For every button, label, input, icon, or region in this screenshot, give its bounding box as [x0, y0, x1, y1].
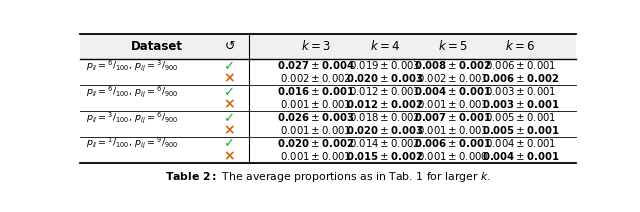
- Text: $\checkmark$: $\checkmark$: [223, 85, 234, 98]
- Text: $\boldsymbol{\times}$: $\boldsymbol{\times}$: [223, 71, 235, 85]
- Text: $p_{ii} = ^{3}/_{100},\, p_{ij} = ^{6}/_{900}$: $p_{ii} = ^{3}/_{100},\, p_{ij} = ^{6}/_…: [86, 110, 179, 125]
- Text: $\mathbf{0.015}\pm\mathbf{0.002}$: $\mathbf{0.015}\pm\mathbf{0.002}$: [346, 150, 424, 162]
- Text: $0.001\pm0.000$: $0.001\pm0.000$: [417, 150, 489, 162]
- FancyBboxPatch shape: [80, 34, 576, 59]
- Text: $\mathbf{0.007}\pm\mathbf{0.001}$: $\mathbf{0.007}\pm\mathbf{0.001}$: [414, 111, 492, 123]
- Text: $\circlearrowleft$: $\circlearrowleft$: [222, 40, 236, 53]
- Text: $\mathbf{0.020}\pm\mathbf{0.002}$: $\mathbf{0.020}\pm\mathbf{0.002}$: [277, 137, 355, 149]
- Text: $\checkmark$: $\checkmark$: [223, 111, 234, 124]
- Text: $0.001\pm0.001$: $0.001\pm0.001$: [417, 98, 489, 110]
- Text: $\mathbf{0.026}\pm\mathbf{0.003}$: $\mathbf{0.026}\pm\mathbf{0.003}$: [276, 111, 355, 123]
- Text: $\mathbf{0.004}\pm\mathbf{0.001}$: $\mathbf{0.004}\pm\mathbf{0.001}$: [481, 150, 559, 162]
- Text: $0.012\pm0.001$: $0.012\pm0.001$: [349, 85, 420, 97]
- Text: $k = 6$: $k = 6$: [506, 39, 536, 53]
- Text: $0.014\pm0.002$: $0.014\pm0.002$: [349, 137, 420, 149]
- Text: $\mathbf{0.005}\pm\mathbf{0.001}$: $\mathbf{0.005}\pm\mathbf{0.001}$: [481, 124, 559, 136]
- Text: $0.005\pm0.001$: $0.005\pm0.001$: [484, 111, 556, 123]
- Text: $0.003\pm0.001$: $0.003\pm0.001$: [484, 85, 556, 97]
- Text: $\mathbf{0.020}\pm\mathbf{0.003}$: $\mathbf{0.020}\pm\mathbf{0.003}$: [346, 124, 424, 136]
- Text: $\mathbf{0.020}\pm\mathbf{0.003}$: $\mathbf{0.020}\pm\mathbf{0.003}$: [346, 72, 424, 84]
- Text: $0.004\pm0.001$: $0.004\pm0.001$: [484, 137, 556, 149]
- Text: Dataset: Dataset: [131, 40, 183, 53]
- Text: $\boldsymbol{\times}$: $\boldsymbol{\times}$: [223, 149, 235, 163]
- Text: $\mathbf{0.003}\pm\mathbf{0.001}$: $\mathbf{0.003}\pm\mathbf{0.001}$: [481, 98, 559, 110]
- Text: $k = 4$: $k = 4$: [370, 39, 400, 53]
- Text: $0.006\pm0.001$: $0.006\pm0.001$: [484, 59, 556, 71]
- Text: $k = 3$: $k = 3$: [301, 39, 330, 53]
- Text: $\mathbf{0.006}\pm\mathbf{0.001}$: $\mathbf{0.006}\pm\mathbf{0.001}$: [414, 137, 492, 149]
- Text: $0.019\pm0.003$: $0.019\pm0.003$: [349, 59, 421, 71]
- Text: $\mathbf{0.006}\pm\mathbf{0.002}$: $\mathbf{0.006}\pm\mathbf{0.002}$: [482, 72, 559, 84]
- Text: $0.018\pm0.002$: $0.018\pm0.002$: [349, 111, 420, 123]
- Text: $k = 5$: $k = 5$: [438, 39, 468, 53]
- Text: $\mathbf{0.004}\pm\mathbf{0.001}$: $\mathbf{0.004}\pm\mathbf{0.001}$: [414, 85, 492, 97]
- Text: $0.001\pm0.001$: $0.001\pm0.001$: [280, 124, 351, 136]
- Text: $\checkmark$: $\checkmark$: [223, 59, 234, 72]
- Text: $\checkmark$: $\checkmark$: [223, 137, 234, 150]
- Text: $\boldsymbol{\times}$: $\boldsymbol{\times}$: [223, 123, 235, 137]
- Text: $p_{ii} = ^{6}/_{100},\, p_{ij} = ^{3}/_{900}$: $p_{ii} = ^{6}/_{100},\, p_{ij} = ^{3}/_…: [86, 58, 179, 73]
- Text: $0.001\pm0.001$: $0.001\pm0.001$: [417, 124, 489, 136]
- Text: $\mathbf{0.012}\pm\mathbf{0.002}$: $\mathbf{0.012}\pm\mathbf{0.002}$: [346, 98, 424, 110]
- Text: $0.001\pm0.001$: $0.001\pm0.001$: [280, 150, 351, 162]
- Text: $0.002\pm0.001$: $0.002\pm0.001$: [417, 72, 489, 84]
- Text: $\mathbf{0.016}\pm\mathbf{0.001}$: $\mathbf{0.016}\pm\mathbf{0.001}$: [276, 85, 355, 97]
- Text: $\mathbf{Table\ 2:}$ The average proportions as in Tab. 1 for larger $k$.: $\mathbf{Table\ 2:}$ The average proport…: [165, 170, 491, 184]
- Text: $\mathbf{0.008}\pm\mathbf{0.002}$: $\mathbf{0.008}\pm\mathbf{0.002}$: [414, 59, 492, 71]
- Text: $0.001\pm0.001$: $0.001\pm0.001$: [280, 98, 351, 110]
- Text: $\mathbf{0.027}\pm\mathbf{0.004}$: $\mathbf{0.027}\pm\mathbf{0.004}$: [276, 59, 355, 71]
- Text: $p_{ii} = ^{1}/_{100},\, p_{ij} = ^{9}/_{900}$: $p_{ii} = ^{1}/_{100},\, p_{ij} = ^{9}/_…: [86, 136, 179, 151]
- Text: $0.002\pm0.002$: $0.002\pm0.002$: [280, 72, 351, 84]
- Text: $\boldsymbol{\times}$: $\boldsymbol{\times}$: [223, 97, 235, 111]
- Text: $p_{ii} = ^{6}/_{100},\, p_{ij} = ^{6}/_{900}$: $p_{ii} = ^{6}/_{100},\, p_{ij} = ^{6}/_…: [86, 84, 179, 99]
